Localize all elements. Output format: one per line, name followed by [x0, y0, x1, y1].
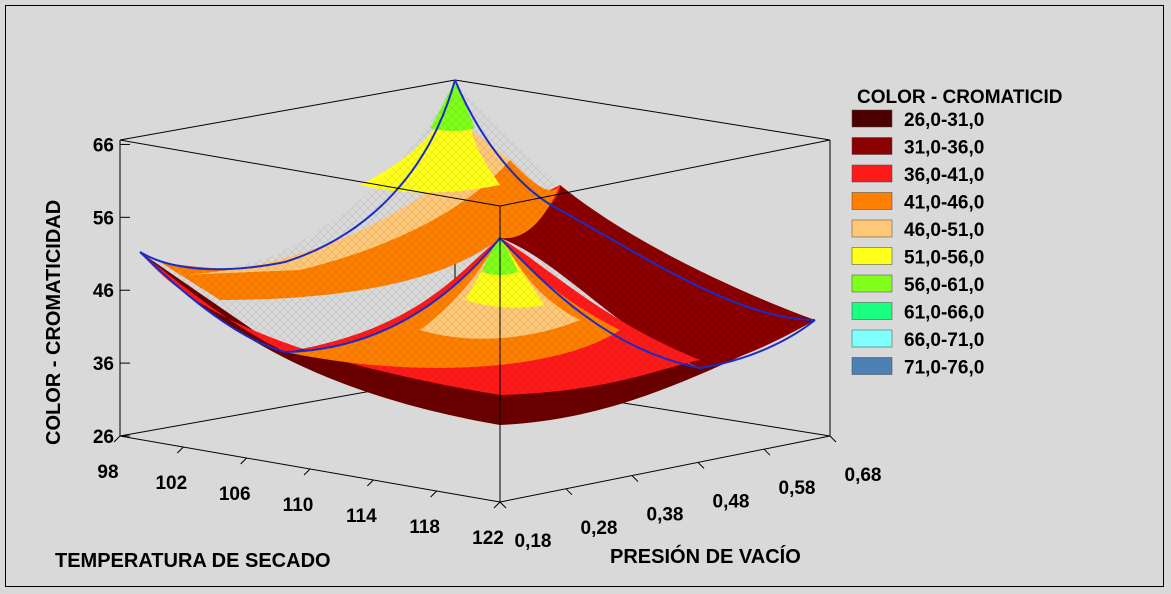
x-tick-mark	[493, 501, 501, 509]
x-tick-label: 118	[409, 517, 440, 538]
z-tick-label: 56	[93, 208, 114, 229]
legend-label: 66,0-71,0	[904, 330, 984, 351]
x-tick-label: 110	[283, 495, 314, 516]
x-tick-mark	[430, 490, 438, 498]
z-tick-label: 46	[93, 281, 114, 302]
z-tick-label: 66	[93, 135, 114, 156]
legend-label: 31,0-36,0	[904, 138, 984, 159]
z-tick-label: 36	[93, 354, 114, 375]
x-tick-mark	[303, 468, 311, 476]
legend-label: 51,0-56,0	[904, 248, 984, 269]
legend-label: 36,0-41,0	[904, 165, 984, 186]
y-axis-ticks: 0,18 0,28 0,38 0,48 0,58 0,68	[499, 435, 882, 552]
x-tick-label: 114	[346, 506, 377, 527]
y-tick-label: 0,38	[647, 505, 684, 526]
x-tick-mark	[176, 446, 184, 454]
x-tick-label: 98	[97, 462, 118, 483]
y-tick-mark	[631, 475, 639, 482]
legend-swatch	[851, 137, 893, 155]
legend-swatch	[851, 192, 893, 210]
y-tick-mark	[763, 448, 771, 456]
z-tick-label: 26	[93, 427, 114, 448]
legend-swatch	[851, 247, 893, 265]
surface-edges	[139, 79, 816, 370]
legend: 26,0-31,0 31,0-36,0 36,0-41,0 41,0-46,0 46,0…	[851, 109, 984, 379]
x-tick-label: 102	[155, 473, 187, 494]
legend-swatch	[851, 357, 893, 375]
y-tick-mark	[565, 488, 573, 496]
y-tick-label: 0,58	[779, 478, 816, 499]
legend-label: 26,0-31,0	[904, 110, 984, 131]
legend-swatch	[851, 219, 893, 238]
response-surface	[139, 79, 816, 425]
z-axis-label: COLOR - CROMATICIDAD	[43, 200, 65, 445]
z-axis-ticks: 26 36 46 56 66	[93, 135, 130, 448]
x-tick-mark	[240, 457, 248, 465]
legend-label: 41,0-46,0	[904, 193, 984, 214]
x-tick-mark	[366, 479, 374, 487]
y-tick-label: 0,18	[515, 531, 552, 552]
legend-label: 46,0-51,0	[904, 220, 984, 241]
y-tick-label: 0,68	[845, 465, 882, 486]
legend-swatch	[851, 302, 893, 320]
x-axis-label: TEMPERATURA DE SECADO	[55, 550, 331, 572]
legend-title: COLOR - CROMATICID	[857, 87, 1062, 108]
y-tick-label: 0,28	[581, 518, 618, 539]
y-axis-label: PRESIÓN DE VACÍO	[610, 544, 801, 568]
y-tick-label: 0,48	[713, 491, 750, 512]
legend-swatch	[851, 329, 893, 348]
y-tick-mark	[829, 435, 837, 443]
x-tick-label: 106	[219, 484, 251, 505]
y-tick-mark	[499, 501, 507, 509]
legend-swatch	[851, 274, 893, 293]
legend-label: 56,0-61,0	[904, 275, 984, 296]
legend-label: 71,0-76,0	[904, 358, 984, 379]
x-tick-mark	[113, 435, 121, 443]
x-axis-ticks: 98 102 106 110 114 118 122	[97, 435, 504, 549]
x-tick-label: 122	[472, 528, 504, 549]
y-tick-mark	[697, 462, 705, 469]
legend-swatch	[851, 164, 893, 183]
chart-frame	[5, 5, 1164, 587]
legend-label: 61,0-66,0	[904, 303, 984, 324]
legend-swatch	[851, 109, 893, 128]
